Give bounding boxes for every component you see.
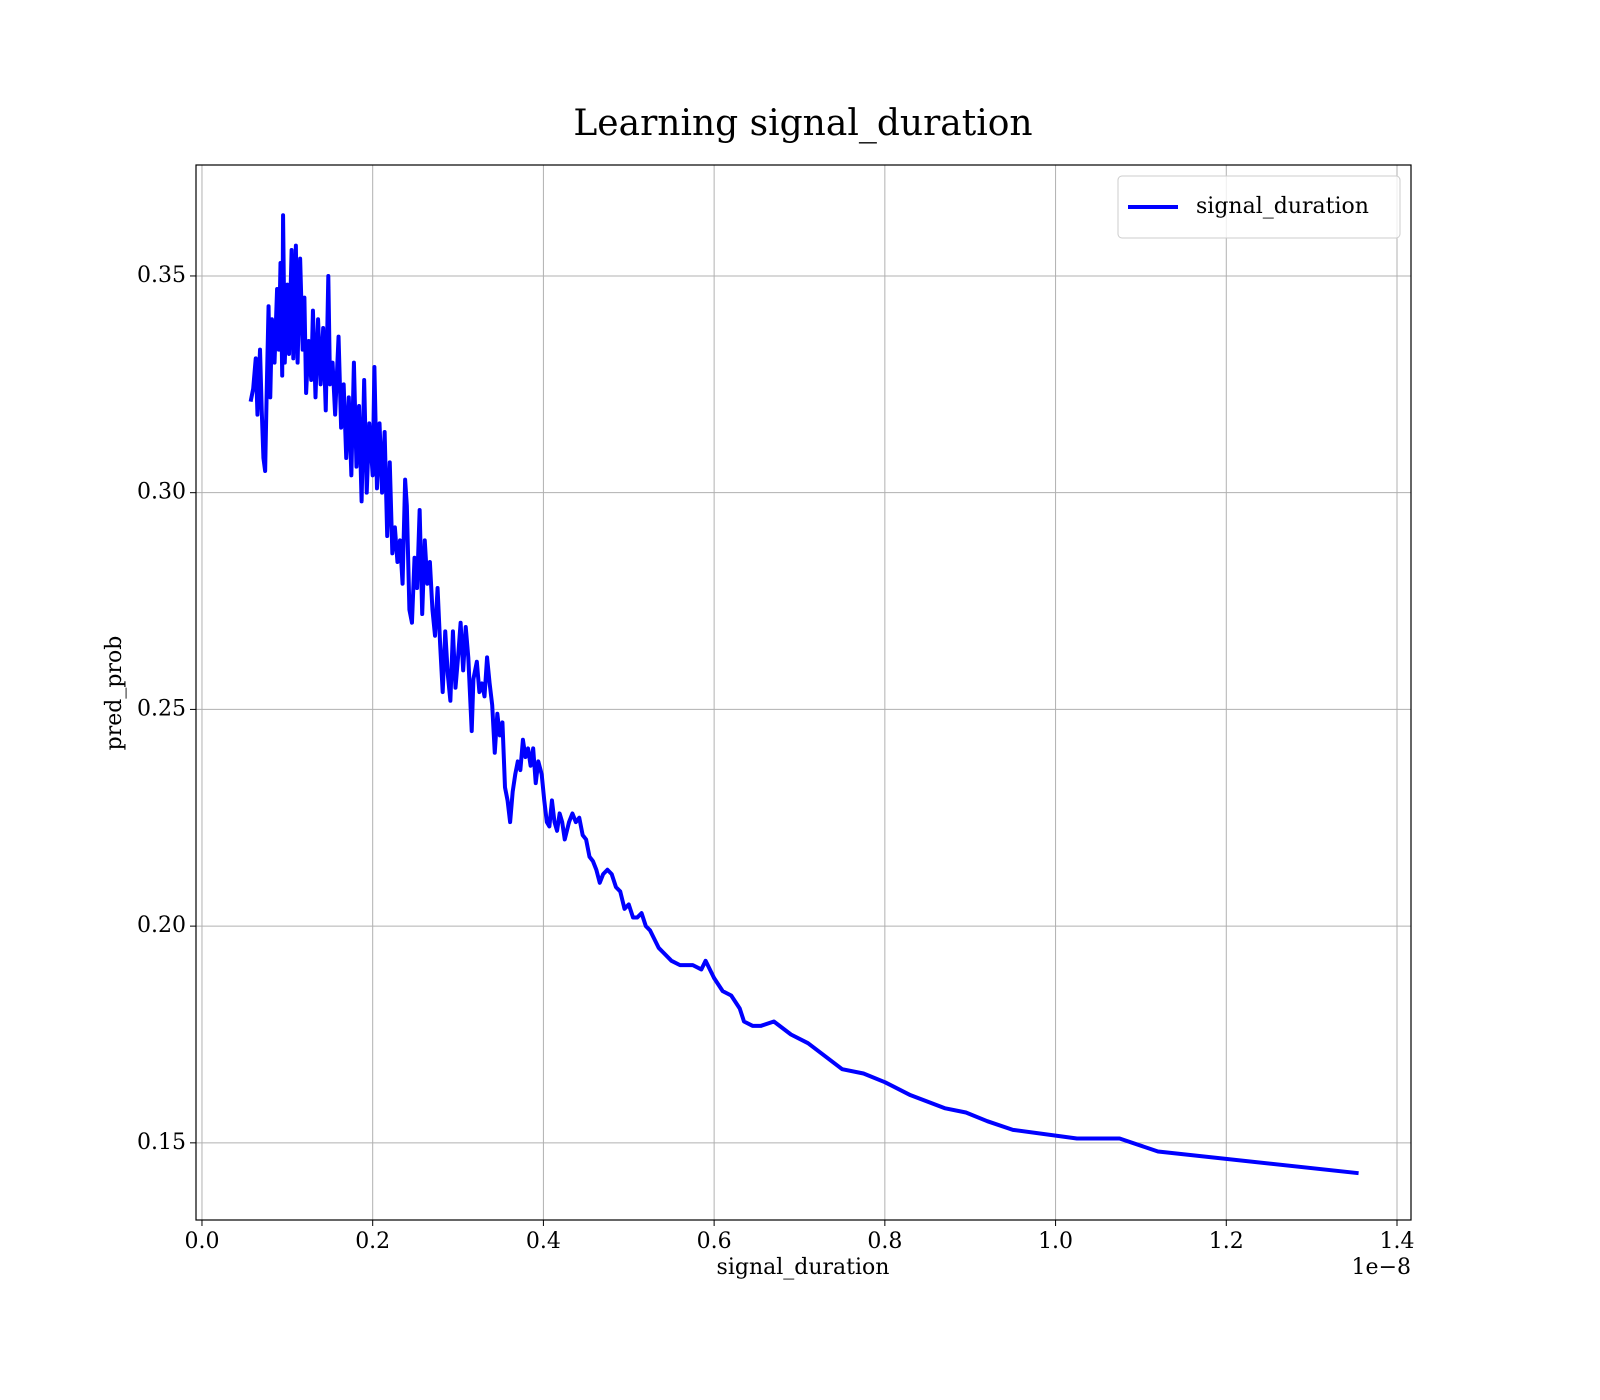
y-tick-label: 0.30 xyxy=(137,480,186,505)
plot-frame xyxy=(195,164,1412,1221)
y-axis-label: pred_prob xyxy=(102,636,127,751)
y-tick-label: 0.25 xyxy=(137,696,186,721)
x-offset-label: 1e−8 xyxy=(1352,1255,1411,1280)
x-tick-label: 0.2 xyxy=(355,1229,390,1254)
y-tick-label: 0.35 xyxy=(137,263,186,288)
x-tick-label: 0.4 xyxy=(526,1229,561,1254)
chart-title: Learning signal_duration xyxy=(573,103,1032,144)
x-tick-label: 1.4 xyxy=(1380,1229,1415,1254)
legend-label: signal_duration xyxy=(1196,194,1369,219)
x-tick-label: 0.0 xyxy=(184,1229,219,1254)
data-line xyxy=(248,213,1359,1176)
x-tick-label: 0.6 xyxy=(697,1229,732,1254)
x-tick-label: 1.0 xyxy=(1038,1229,1073,1254)
x-axis-label: signal_duration xyxy=(717,1255,890,1280)
x-tick-label: 1.2 xyxy=(1209,1229,1244,1254)
legend-box xyxy=(1117,175,1401,239)
x-tick-label: 0.8 xyxy=(867,1229,902,1254)
y-tick-label: 0.20 xyxy=(137,913,186,938)
y-tick-label: 0.15 xyxy=(137,1130,186,1155)
